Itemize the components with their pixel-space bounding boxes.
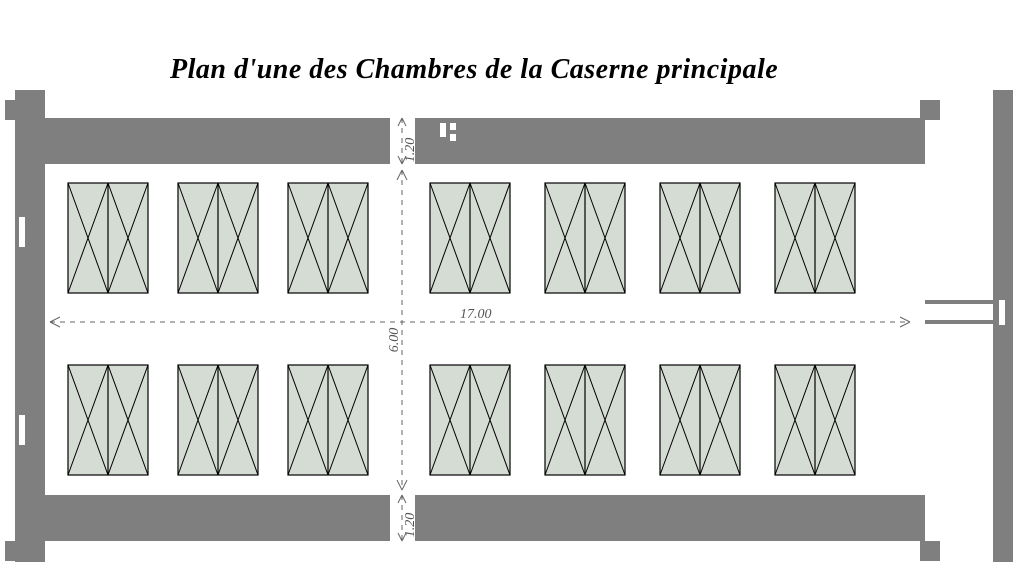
bed: [545, 183, 625, 293]
bed: [430, 183, 510, 293]
wall: [920, 100, 940, 120]
bed: [775, 183, 855, 293]
wall: [15, 495, 390, 541]
dim-height-label: 6.00: [387, 328, 402, 353]
door-mark: [450, 134, 456, 141]
wall-opening: [915, 415, 921, 445]
dim-gap-bottom-label: 1.20: [403, 513, 418, 538]
wall: [5, 541, 15, 561]
bed: [660, 183, 740, 293]
wall: [5, 100, 15, 120]
wall-opening: [19, 217, 25, 247]
bed: [430, 365, 510, 475]
floorplan-stage: Plan d'une des Chambres de la Caserne pr…: [0, 0, 1024, 562]
bed: [288, 365, 368, 475]
dim-width-label: 17.00: [460, 307, 492, 322]
plan-svg: 17.00 6.00 1.20 1.20: [0, 0, 1024, 562]
door-mark: [440, 123, 446, 137]
bed: [178, 365, 258, 475]
wall: [415, 118, 925, 164]
door-mark: [450, 123, 456, 130]
bed: [288, 183, 368, 293]
bed: [68, 365, 148, 475]
connector: [925, 300, 993, 304]
bed: [68, 183, 148, 293]
bed: [660, 365, 740, 475]
wall-opening: [915, 200, 921, 230]
connector: [925, 320, 993, 324]
bed: [775, 365, 855, 475]
wall-opening: [999, 300, 1005, 325]
wall: [15, 118, 390, 164]
wall: [920, 541, 940, 561]
bed: [545, 365, 625, 475]
wall: [415, 495, 925, 541]
bed: [178, 183, 258, 293]
dim-gap-top-label: 1.20: [403, 138, 418, 163]
wall-opening: [19, 415, 25, 445]
wall-opening: [915, 300, 921, 325]
wall: [993, 90, 1013, 562]
